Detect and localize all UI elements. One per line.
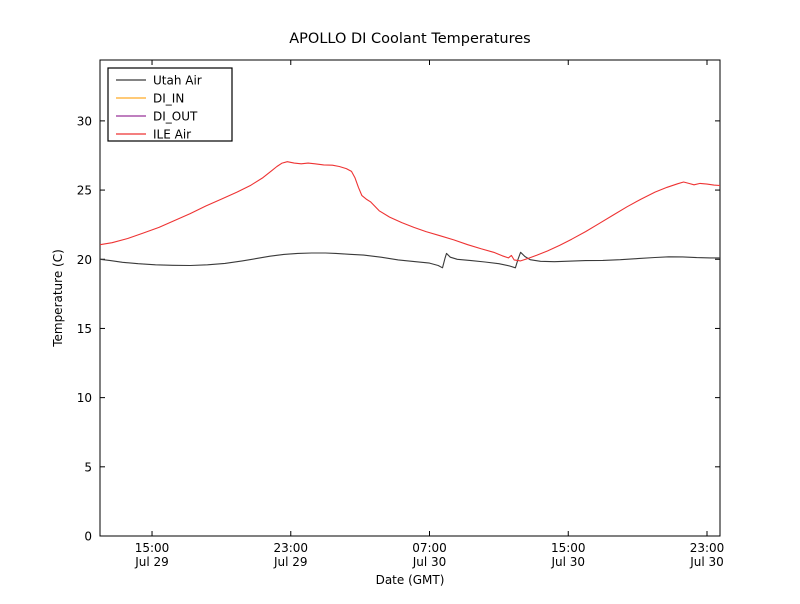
y-tick-label: 5: [84, 460, 92, 474]
legend-label: DI_OUT: [153, 110, 198, 124]
x-tick-label-time: 15:00: [551, 541, 586, 555]
series-line-utah-air: [99, 251, 720, 269]
series-line-ile-air: [99, 161, 721, 262]
legend-label: DI_IN: [153, 92, 184, 106]
x-tick-label-date: Jul 29: [273, 555, 308, 569]
x-tick-label-time: 23:00: [690, 541, 725, 555]
y-tick-label: 15: [77, 322, 92, 336]
y-tick-label: 30: [77, 114, 92, 128]
x-tick-label-date: Jul 30: [689, 555, 724, 569]
x-tick-label-time: 23:00: [273, 541, 308, 555]
legend-label: Utah Air: [153, 74, 202, 88]
y-tick-label: 0: [84, 530, 92, 544]
legend: Utah Air DI_IN DI_OUT ILE Air: [107, 67, 233, 142]
y-tick-label: 25: [77, 184, 92, 198]
x-tick-label-date: Jul 30: [550, 555, 585, 569]
y-tick-label: 20: [77, 253, 92, 267]
y-tick-label: 10: [77, 391, 92, 405]
x-tick-label-time: 07:00: [412, 541, 447, 555]
x-axis-label: Date (GMT): [376, 573, 445, 587]
legend-label: ILE Air: [153, 128, 191, 142]
plot-frame: [99, 59, 721, 537]
chart-title: APOLLO DI Coolant Temperatures: [289, 31, 530, 47]
x-tick-label-time: 15:00: [135, 541, 170, 555]
x-tick-label-date: Jul 30: [412, 555, 447, 569]
y-axis-label: Temperature (C): [51, 249, 65, 348]
x-tick-label-date: Jul 29: [134, 555, 169, 569]
